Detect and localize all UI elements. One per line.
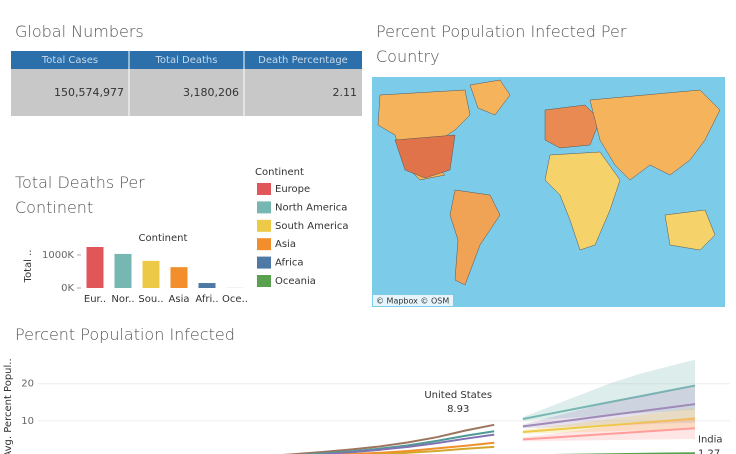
legend-title: Continent	[255, 167, 304, 178]
bar-header: Continent	[139, 233, 188, 244]
land	[544, 104, 601, 149]
series-line	[522, 384, 696, 420]
annotation-name: United States	[424, 390, 492, 401]
column-header: Total Deaths	[155, 55, 218, 66]
x-tick-label: Sou..	[138, 294, 163, 305]
bar	[198, 283, 216, 288]
series-line	[315, 433, 495, 454]
legend-swatch	[257, 256, 271, 269]
table-cell: 2.11	[333, 86, 358, 99]
data-label: 8.93	[447, 404, 469, 415]
forecast-band	[522, 407, 695, 434]
series-line	[282, 423, 495, 454]
land	[449, 189, 501, 286]
bar	[142, 260, 160, 288]
y-tick-label: 20	[21, 379, 34, 390]
y-tick-label: 10	[21, 416, 34, 427]
line-title: Percent Population Infected	[15, 325, 235, 344]
column-header: Death Percentage	[258, 55, 348, 66]
bar	[170, 267, 188, 288]
forecast-band	[522, 359, 695, 421]
table-row	[11, 69, 362, 116]
y-tick-label: 1000K	[42, 250, 74, 261]
land	[544, 151, 621, 251]
legend-entry: Europe	[275, 184, 310, 195]
table-title: Global Numbers	[15, 22, 144, 41]
legend-entry: South America	[275, 221, 349, 232]
table-cell: 3,180,206	[183, 86, 239, 99]
land	[589, 89, 721, 181]
land	[664, 209, 716, 251]
legend-entry: North America	[275, 202, 347, 213]
legend-swatch	[257, 219, 271, 232]
map-attribution: © Mapbox © OSM	[376, 297, 449, 306]
x-tick-label: Oce..	[222, 294, 248, 305]
legend-swatch	[257, 183, 271, 195]
map-title: Percent Population Infected Per Country	[376, 22, 627, 66]
bar-title: Total Deaths Per Continent	[15, 173, 145, 217]
series-line	[361, 445, 495, 454]
y-tick-label: 0K	[61, 283, 74, 294]
x-tick-label: Afri..	[195, 294, 218, 305]
y-axis-label: Total ..	[23, 250, 34, 284]
x-tick-label: Asia	[169, 294, 190, 305]
table-header	[11, 51, 362, 69]
forecast-band	[522, 417, 695, 442]
y-axis-label: Avg. Percent Popul..	[3, 358, 14, 454]
legend-swatch	[257, 275, 271, 287]
legend-entry: Asia	[275, 239, 296, 250]
series-line	[522, 417, 696, 433]
column-header: Total Cases	[41, 55, 98, 66]
map: © Mapbox © OSM	[372, 77, 725, 307]
legend-swatch	[257, 201, 271, 214]
land	[469, 79, 511, 116]
legend-swatch	[257, 238, 271, 251]
legend-entry: Oceania	[275, 276, 316, 287]
legend-entry: Africa	[275, 258, 304, 269]
series-line	[522, 427, 696, 441]
data-label: 1.27	[698, 448, 720, 454]
forecast-band	[522, 385, 695, 429]
series-line	[336, 441, 495, 454]
attribution-bg	[373, 295, 453, 306]
x-tick-label: Eur..	[84, 294, 106, 305]
land	[394, 134, 456, 179]
annotation-name: India	[698, 434, 723, 445]
series-line	[522, 403, 696, 428]
table-cell: 150,574,977	[54, 86, 124, 99]
bar	[114, 253, 132, 288]
bar	[86, 246, 104, 288]
x-tick-label: Nor..	[111, 294, 134, 305]
